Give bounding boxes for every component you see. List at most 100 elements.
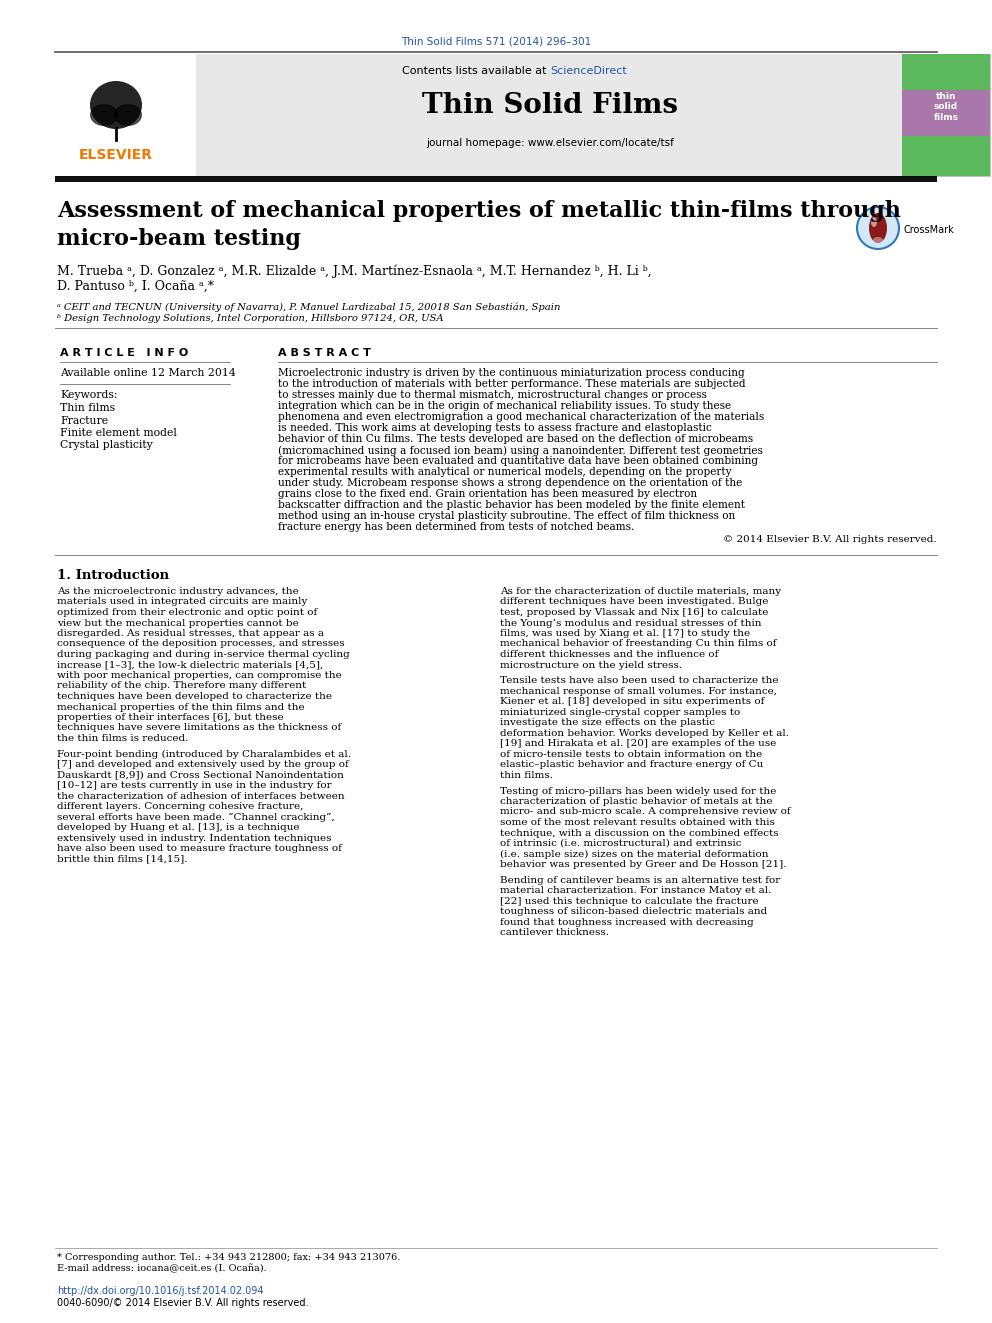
Text: have also been used to measure fracture toughness of: have also been used to measure fracture … — [57, 844, 342, 853]
Text: A B S T R A C T: A B S T R A C T — [278, 348, 371, 359]
Text: Tensile tests have also been used to characterize the: Tensile tests have also been used to cha… — [500, 676, 779, 685]
Text: extensively used in industry. Indentation techniques: extensively used in industry. Indentatio… — [57, 833, 331, 843]
Text: found that toughness increased with decreasing: found that toughness increased with decr… — [500, 918, 754, 926]
Text: micro- and sub-micro scale. A comprehensive review of: micro- and sub-micro scale. A comprehens… — [500, 807, 791, 816]
Ellipse shape — [871, 217, 877, 228]
Text: Thin Solid Films 571 (2014) 296–301: Thin Solid Films 571 (2014) 296–301 — [401, 36, 591, 46]
Text: materials used in integrated circuits are mainly: materials used in integrated circuits ar… — [57, 598, 308, 606]
Text: ᵇ Design Technology Solutions, Intel Corporation, Hillsboro 97124, OR, USA: ᵇ Design Technology Solutions, Intel Cor… — [57, 314, 443, 323]
Ellipse shape — [90, 105, 118, 126]
Text: techniques have been developed to characterize the: techniques have been developed to charac… — [57, 692, 332, 701]
Text: (micromachined using a focused ion beam) using a nanoindenter. Different test ge: (micromachined using a focused ion beam)… — [278, 445, 763, 455]
Ellipse shape — [114, 105, 142, 126]
Text: 0040-6090/© 2014 Elsevier B.V. All rights reserved.: 0040-6090/© 2014 Elsevier B.V. All right… — [57, 1298, 309, 1308]
Text: ScienceDirect: ScienceDirect — [550, 66, 627, 75]
Text: optimized from their electronic and optic point of: optimized from their electronic and opti… — [57, 609, 317, 617]
Text: toughness of silicon-based dielectric materials and: toughness of silicon-based dielectric ma… — [500, 908, 767, 917]
Text: developed by Huang et al. [13], is a technique: developed by Huang et al. [13], is a tec… — [57, 823, 300, 832]
Text: mechanical response of small volumes. For instance,: mechanical response of small volumes. Fo… — [500, 687, 777, 696]
Text: E-mail address: iocana@ceit.es (I. Ocaña).: E-mail address: iocana@ceit.es (I. Ocaña… — [57, 1263, 267, 1274]
Text: Thin films: Thin films — [60, 404, 115, 413]
Text: the Young’s modulus and residual stresses of thin: the Young’s modulus and residual stresse… — [500, 618, 762, 627]
Text: integration which can be in the origin of mechanical reliability issues. To stud: integration which can be in the origin o… — [278, 401, 731, 411]
Text: mechanical properties of the thin films and the: mechanical properties of the thin films … — [57, 703, 305, 712]
Text: under study. Microbeam response shows a strong dependence on the orientation of : under study. Microbeam response shows a … — [278, 478, 742, 488]
Text: Finite element model: Finite element model — [60, 429, 177, 438]
Text: Fracture: Fracture — [60, 415, 108, 426]
Text: material characterization. For instance Matoy et al.: material characterization. For instance … — [500, 886, 772, 896]
Text: © 2014 Elsevier B.V. All rights reserved.: © 2014 Elsevier B.V. All rights reserved… — [723, 534, 937, 544]
Text: different thicknesses and the influence of: different thicknesses and the influence … — [500, 650, 718, 659]
Text: techniques have severe limitations as the thickness of: techniques have severe limitations as th… — [57, 724, 341, 733]
Bar — [902, 54, 990, 90]
Ellipse shape — [873, 237, 883, 243]
Text: behavior was presented by Greer and De Hosson [21].: behavior was presented by Greer and De H… — [500, 860, 787, 869]
Text: is needed. This work aims at developing tests to assess fracture and elastoplast: is needed. This work aims at developing … — [278, 423, 712, 433]
Bar — [902, 90, 990, 136]
Text: for microbeams have been evaluated and quantitative data have been obtained comb: for microbeams have been evaluated and q… — [278, 456, 758, 466]
Text: view but the mechanical properties cannot be: view but the mechanical properties canno… — [57, 618, 299, 627]
Text: (i.e. sample size) sizes on the material deformation: (i.e. sample size) sizes on the material… — [500, 849, 769, 859]
Text: backscatter diffraction and the plastic behavior has been modeled by the finite : backscatter diffraction and the plastic … — [278, 500, 745, 509]
Text: M. Trueba ᵃ, D. Gonzalez ᵃ, M.R. Elizalde ᵃ, J.M. Martínez-Esnaola ᵃ, M.T. Herna: M. Trueba ᵃ, D. Gonzalez ᵃ, M.R. Elizald… — [57, 265, 652, 279]
Circle shape — [857, 206, 899, 249]
Text: investigate the size effects on the plastic: investigate the size effects on the plas… — [500, 718, 715, 728]
Text: Bending of cantilever beams is an alternative test for: Bending of cantilever beams is an altern… — [500, 876, 781, 885]
Text: ELSEVIER: ELSEVIER — [79, 148, 153, 161]
Text: behavior of thin Cu films. The tests developed are based on the deflection of mi: behavior of thin Cu films. The tests dev… — [278, 434, 753, 445]
Text: D. Pantuso ᵇ, I. Ocaña ᵃ,*: D. Pantuso ᵇ, I. Ocaña ᵃ,* — [57, 280, 214, 292]
Text: mechanical behavior of freestanding Cu thin films of: mechanical behavior of freestanding Cu t… — [500, 639, 777, 648]
Text: different techniques have been investigated. Bulge: different techniques have been investiga… — [500, 598, 769, 606]
Text: during packaging and during in-service thermal cycling: during packaging and during in-service t… — [57, 650, 350, 659]
Text: Dauskardt [8,9]) and Cross Sectional Nanoindentation: Dauskardt [8,9]) and Cross Sectional Nan… — [57, 771, 344, 779]
Text: elastic–plastic behavior and fracture energy of Cu: elastic–plastic behavior and fracture en… — [500, 761, 763, 769]
Text: consequence of the deposition processes, and stresses: consequence of the deposition processes,… — [57, 639, 344, 648]
Text: [19] and Hirakata et al. [20] are examples of the use: [19] and Hirakata et al. [20] are exampl… — [500, 740, 777, 749]
Text: of intrinsic (i.e. microstructural) and extrinsic: of intrinsic (i.e. microstructural) and … — [500, 839, 741, 848]
Text: the characterization of adhesion of interfaces between: the characterization of adhesion of inte… — [57, 791, 344, 800]
Text: A R T I C L E   I N F O: A R T I C L E I N F O — [60, 348, 188, 359]
Text: Contents lists available at: Contents lists available at — [402, 66, 550, 75]
Text: microstructure on the yield stress.: microstructure on the yield stress. — [500, 660, 682, 669]
Text: the thin films is reduced.: the thin films is reduced. — [57, 734, 188, 744]
Text: test, proposed by Vlassak and Nix [16] to calculate: test, proposed by Vlassak and Nix [16] t… — [500, 609, 769, 617]
Bar — [902, 54, 990, 176]
Ellipse shape — [90, 81, 142, 130]
Bar — [55, 176, 937, 183]
Text: [7] and developed and extensively used by the group of: [7] and developed and extensively used b… — [57, 761, 349, 769]
Text: phenomena and even electromigration a good mechanical characterization of the ma: phenomena and even electromigration a go… — [278, 411, 764, 422]
Text: 1. Introduction: 1. Introduction — [57, 569, 169, 582]
Text: disregarded. As residual stresses, that appear as a: disregarded. As residual stresses, that … — [57, 628, 324, 638]
Text: Testing of micro-pillars has been widely used for the: Testing of micro-pillars has been widely… — [500, 786, 777, 795]
Text: Microelectronic industry is driven by the continuous miniaturization process con: Microelectronic industry is driven by th… — [278, 368, 745, 378]
Text: some of the most relevant results obtained with this: some of the most relevant results obtain… — [500, 818, 775, 827]
Ellipse shape — [869, 213, 887, 243]
Text: to stresses mainly due to thermal mismatch, microstructural changes or process: to stresses mainly due to thermal mismat… — [278, 390, 707, 400]
Bar — [902, 136, 990, 176]
Text: characterization of plastic behavior of metals at the: characterization of plastic behavior of … — [500, 796, 773, 806]
Text: grains close to the fixed end. Grain orientation has been measured by electron: grains close to the fixed end. Grain ori… — [278, 490, 697, 499]
Text: experimental results with analytical or numerical models, depending on the prope: experimental results with analytical or … — [278, 467, 731, 478]
Text: increase [1–3], the low-k dielectric materials [4,5],: increase [1–3], the low-k dielectric mat… — [57, 660, 323, 669]
Text: Thin Solid Films: Thin Solid Films — [422, 93, 678, 119]
Text: Four-point bending (introduced by Charalambides et al.: Four-point bending (introduced by Charal… — [57, 750, 351, 759]
Text: films, was used by Xiang et al. [17] to study the: films, was used by Xiang et al. [17] to … — [500, 628, 750, 638]
Text: thin films.: thin films. — [500, 771, 553, 779]
Text: miniaturized single-crystal copper samples to: miniaturized single-crystal copper sampl… — [500, 708, 740, 717]
Text: journal homepage: www.elsevier.com/locate/tsf: journal homepage: www.elsevier.com/locat… — [426, 138, 674, 148]
Text: cantilever thickness.: cantilever thickness. — [500, 929, 609, 937]
Text: As the microelectronic industry advances, the: As the microelectronic industry advances… — [57, 587, 299, 595]
Text: Assessment of mechanical properties of metallic thin-films through
micro-beam te: Assessment of mechanical properties of m… — [57, 200, 901, 250]
Bar — [55, 54, 196, 176]
Text: Keywords:: Keywords: — [60, 390, 117, 400]
Text: As for the characterization of ductile materials, many: As for the characterization of ductile m… — [500, 587, 781, 595]
Text: CrossMark: CrossMark — [903, 225, 953, 235]
Text: technique, with a discussion on the combined effects: technique, with a discussion on the comb… — [500, 828, 779, 837]
Text: Kiener et al. [18] developed in situ experiments of: Kiener et al. [18] developed in situ exp… — [500, 697, 765, 706]
Text: properties of their interfaces [6], but these: properties of their interfaces [6], but … — [57, 713, 284, 722]
Text: to the introduction of materials with better performance. These materials are su: to the introduction of materials with be… — [278, 378, 746, 389]
Text: brittle thin films [14,15].: brittle thin films [14,15]. — [57, 855, 187, 864]
Text: with poor mechanical properties, can compromise the: with poor mechanical properties, can com… — [57, 671, 342, 680]
Text: * Corresponding author. Tel.: +34 943 212800; fax: +34 943 213076.: * Corresponding author. Tel.: +34 943 21… — [57, 1253, 401, 1262]
Text: several efforts have been made. “Channel cracking”,: several efforts have been made. “Channel… — [57, 812, 334, 822]
